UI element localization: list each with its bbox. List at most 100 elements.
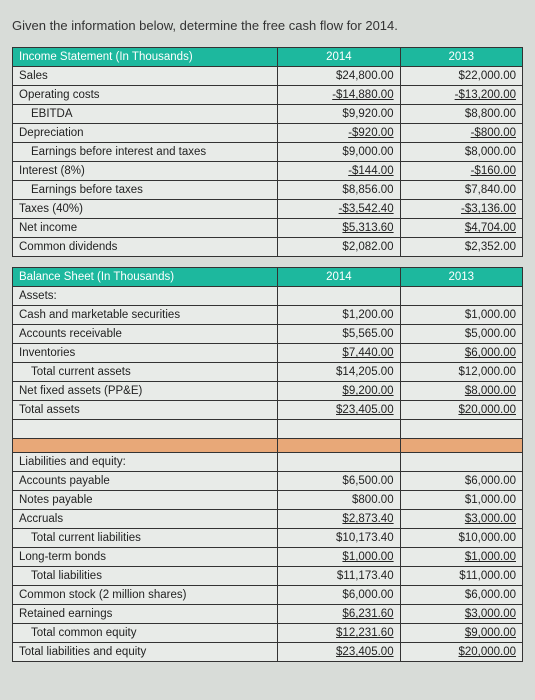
row-label: Total liabilities — [13, 567, 278, 586]
row-value-2013: -$160.00 — [400, 162, 522, 181]
row-value-2014: $9,000.00 — [278, 143, 400, 162]
row-label: Total current liabilities — [13, 529, 278, 548]
row-value-2013: $20,000.00 — [400, 401, 522, 420]
table-row: Operating costs-$14,880.00-$13,200.00 — [13, 86, 523, 105]
row-value-2013: $20,000.00 — [400, 643, 522, 662]
table-row: Total common equity$12,231.60$9,000.00 — [13, 624, 523, 643]
row-value-2013: $5,000.00 — [400, 325, 522, 344]
table-row: Interest (8%)-$144.00-$160.00 — [13, 162, 523, 181]
row-label: Notes payable — [13, 491, 278, 510]
row-value-2013: $2,352.00 — [400, 238, 522, 257]
row-value-2014: -$14,880.00 — [278, 86, 400, 105]
row-value-2014: $23,405.00 — [278, 401, 400, 420]
row-label: Retained earnings — [13, 605, 278, 624]
table-row: Total assets$23,405.00$20,000.00 — [13, 401, 523, 420]
row-value-2013: $10,000.00 — [400, 529, 522, 548]
row-label: EBITDA — [13, 105, 278, 124]
row-value-2013: $6,000.00 — [400, 344, 522, 363]
table-row: Common stock (2 million shares)$6,000.00… — [13, 586, 523, 605]
table-row: Retained earnings$6,231.60$3,000.00 — [13, 605, 523, 624]
row-value-2013: -$3,136.00 — [400, 200, 522, 219]
row-value-2013: $11,000.00 — [400, 567, 522, 586]
row-value-2014: $14,205.00 — [278, 363, 400, 382]
row-label: Operating costs — [13, 86, 278, 105]
row-value-2013: -$800.00 — [400, 124, 522, 143]
row-value-2013: -$13,200.00 — [400, 86, 522, 105]
assets-label: Assets: — [13, 287, 278, 306]
row-label: Depreciation — [13, 124, 278, 143]
income-header-row: Income Statement (In Thousands) 2014 201… — [13, 48, 523, 67]
row-value-2013: $6,000.00 — [400, 472, 522, 491]
row-label: Total common equity — [13, 624, 278, 643]
balance-header-2014: 2014 — [278, 268, 400, 287]
row-label: Net income — [13, 219, 278, 238]
table-row: Total liabilities$11,173.40$11,000.00 — [13, 567, 523, 586]
row-label: Earnings before interest and taxes — [13, 143, 278, 162]
row-value-2014: $9,200.00 — [278, 382, 400, 401]
row-value-2014: $2,082.00 — [278, 238, 400, 257]
row-label: Cash and marketable securities — [13, 306, 278, 325]
row-value-2014: $12,231.60 — [278, 624, 400, 643]
row-value-2014: $6,231.60 — [278, 605, 400, 624]
row-label: Common stock (2 million shares) — [13, 586, 278, 605]
row-label: Long-term bonds — [13, 548, 278, 567]
row-label: Total liabilities and equity — [13, 643, 278, 662]
balance-sheet-table: Balance Sheet (In Thousands) 2014 2013 A… — [12, 267, 523, 662]
row-value-2013: $3,000.00 — [400, 510, 522, 529]
table-row: Net income$5,313.60$4,704.00 — [13, 219, 523, 238]
orange-divider — [13, 439, 523, 453]
table-row: Accounts receivable$5,565.00$5,000.00 — [13, 325, 523, 344]
row-label: Total current assets — [13, 363, 278, 382]
income-header-2013: 2013 — [400, 48, 522, 67]
row-label: Net fixed assets (PP&E) — [13, 382, 278, 401]
row-value-2013: $4,704.00 — [400, 219, 522, 238]
balance-header-label: Balance Sheet (In Thousands) — [13, 268, 278, 287]
row-value-2013: $7,840.00 — [400, 181, 522, 200]
income-header-label: Income Statement (In Thousands) — [13, 48, 278, 67]
row-label: Earnings before taxes — [13, 181, 278, 200]
table-row: Inventories$7,440.00$6,000.00 — [13, 344, 523, 363]
assets-label-row: Assets: — [13, 287, 523, 306]
table-row: Total liabilities and equity$23,405.00$2… — [13, 643, 523, 662]
table-row: Notes payable$800.00$1,000.00 — [13, 491, 523, 510]
row-value-2014: $7,440.00 — [278, 344, 400, 363]
row-value-2014: $8,856.00 — [278, 181, 400, 200]
row-value-2013: $22,000.00 — [400, 67, 522, 86]
table-row: Net fixed assets (PP&E)$9,200.00$8,000.0… — [13, 382, 523, 401]
table-row: Cash and marketable securities$1,200.00$… — [13, 306, 523, 325]
row-value-2014: -$144.00 — [278, 162, 400, 181]
table-row: Depreciation-$920.00-$800.00 — [13, 124, 523, 143]
row-label: Common dividends — [13, 238, 278, 257]
table-row: Accruals$2,873.40$3,000.00 — [13, 510, 523, 529]
row-value-2014: $2,873.40 — [278, 510, 400, 529]
income-header-2014: 2014 — [278, 48, 400, 67]
table-row: Taxes (40%)-$3,542.40-$3,136.00 — [13, 200, 523, 219]
row-value-2014: $6,000.00 — [278, 586, 400, 605]
liab-label-row: Liabilities and equity: — [13, 453, 523, 472]
row-value-2013: $9,000.00 — [400, 624, 522, 643]
table-row: Total current liabilities$10,173.40$10,0… — [13, 529, 523, 548]
row-value-2014: $11,173.40 — [278, 567, 400, 586]
row-value-2014: $800.00 — [278, 491, 400, 510]
row-label: Interest (8%) — [13, 162, 278, 181]
table-row: Long-term bonds$1,000.00$1,000.00 — [13, 548, 523, 567]
row-value-2014: $23,405.00 — [278, 643, 400, 662]
liab-label: Liabilities and equity: — [13, 453, 278, 472]
row-value-2014: $5,565.00 — [278, 325, 400, 344]
row-value-2014: $9,920.00 — [278, 105, 400, 124]
row-label: Total assets — [13, 401, 278, 420]
balance-header-2013: 2013 — [400, 268, 522, 287]
row-value-2014: $5,313.60 — [278, 219, 400, 238]
row-label: Taxes (40%) — [13, 200, 278, 219]
balance-header-row: Balance Sheet (In Thousands) 2014 2013 — [13, 268, 523, 287]
row-label: Sales — [13, 67, 278, 86]
table-row: Total current assets$14,205.00$12,000.00 — [13, 363, 523, 382]
table-row: Accounts payable$6,500.00$6,000.00 — [13, 472, 523, 491]
row-value-2014: $24,800.00 — [278, 67, 400, 86]
row-value-2013: $12,000.00 — [400, 363, 522, 382]
row-value-2014: -$920.00 — [278, 124, 400, 143]
row-value-2014: $10,173.40 — [278, 529, 400, 548]
row-value-2014: -$3,542.40 — [278, 200, 400, 219]
row-value-2013: $6,000.00 — [400, 586, 522, 605]
row-label: Accruals — [13, 510, 278, 529]
